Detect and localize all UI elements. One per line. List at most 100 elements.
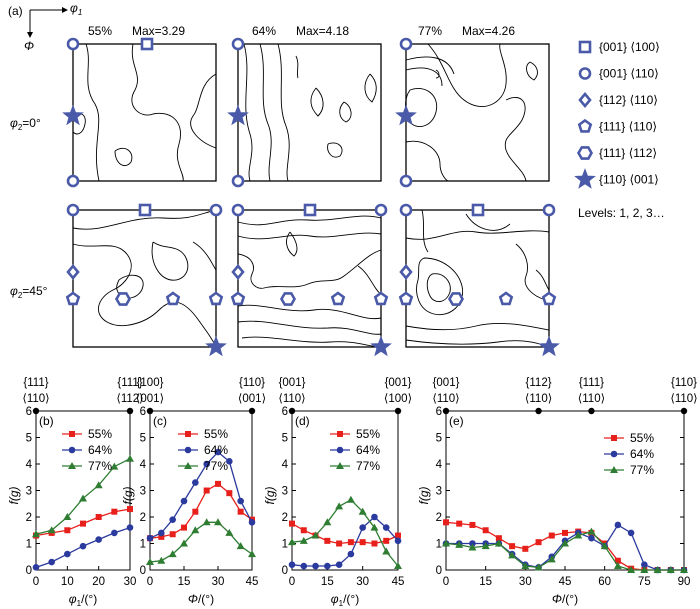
- top-label-dot: [394, 407, 402, 415]
- x-tick-label: 0: [33, 576, 39, 588]
- odf-map: [405, 43, 550, 182]
- data-point: [79, 494, 87, 502]
- legend-label: 55%: [204, 427, 228, 441]
- legend-label: 55%: [88, 427, 112, 441]
- data-point: [127, 506, 133, 513]
- panel-a-label: (a): [8, 4, 23, 18]
- contour-line: [405, 323, 550, 331]
- circle-marker-icon: [66, 174, 80, 188]
- data-point: [382, 547, 391, 555]
- contour-line: [465, 213, 511, 231]
- legend-marker: [336, 446, 344, 454]
- data-point: [237, 508, 244, 515]
- series-line-77%: [445, 530, 684, 571]
- data-point: [248, 550, 256, 558]
- square-marker-icon: [303, 203, 317, 217]
- plot-frame: [149, 410, 253, 571]
- top-label-direction: ⟨110⟩: [578, 392, 605, 405]
- x-tick-label: 10: [61, 576, 74, 588]
- contour-line: [131, 43, 184, 182]
- Phi-arrowhead: [27, 32, 33, 38]
- circle-marker-icon: [399, 37, 413, 51]
- legend-marker: [184, 446, 192, 454]
- legend-label: {001} ⟨110⟩: [599, 67, 659, 81]
- hexagon-marker-icon: [447, 292, 464, 306]
- contour-line: [243, 43, 253, 182]
- x-tick-label: 15: [178, 576, 191, 588]
- series-line-64%: [149, 451, 253, 539]
- data-point: [191, 526, 200, 534]
- data-point: [494, 539, 503, 547]
- data-point: [214, 448, 222, 456]
- data-point: [614, 557, 621, 564]
- data-point: [346, 495, 355, 503]
- star-marker-icon: [62, 104, 84, 126]
- circle-marker-icon: [231, 203, 245, 217]
- data-point: [312, 562, 319, 570]
- data-point: [562, 529, 568, 536]
- series-line-55%: [149, 483, 253, 539]
- y-tick-label: 6: [26, 406, 32, 418]
- star-marker-icon: [395, 104, 417, 126]
- data-point: [561, 539, 569, 547]
- x-tick-label: 0: [443, 576, 449, 588]
- x-tick-label: 60: [598, 576, 611, 588]
- data-point: [613, 562, 622, 570]
- square-marker-icon: [138, 203, 152, 217]
- data-point: [181, 524, 187, 531]
- data-point: [359, 539, 366, 546]
- contour-line: [405, 56, 455, 75]
- top-label-dot: [248, 407, 256, 415]
- x-tick-label: 0: [289, 576, 295, 588]
- odf-map-frame: [72, 43, 217, 182]
- circle-marker-icon: [66, 37, 80, 51]
- y-tick-label: 4: [26, 459, 33, 471]
- contour-line: [405, 140, 449, 182]
- pentagon-marker-icon: [577, 118, 593, 133]
- circle-marker-icon: [209, 203, 223, 217]
- odf-map-frame: [72, 209, 217, 348]
- contour-line: [85, 43, 100, 182]
- x-tick-label: 30: [519, 576, 532, 588]
- y-tick-label: 3: [140, 486, 146, 498]
- data-point: [300, 562, 308, 570]
- data-point: [534, 563, 543, 571]
- contour-line: [72, 209, 217, 230]
- top-label-direction: ⟨110⟩: [525, 392, 552, 405]
- y-tick-label: 3: [282, 486, 288, 498]
- odf-map: [237, 209, 382, 348]
- x-tick-label: 45: [246, 576, 259, 588]
- data-point: [32, 564, 40, 571]
- contour-line: [504, 97, 527, 182]
- contour-line: [515, 243, 547, 301]
- row2-label: φ2=45°: [10, 284, 48, 300]
- data-point: [627, 529, 635, 537]
- contour-line: [277, 43, 290, 182]
- data-point: [63, 513, 72, 520]
- data-point: [468, 543, 477, 551]
- x-tick-label: 0: [147, 576, 153, 588]
- square-marker-icon: [140, 37, 154, 51]
- legend-marker: [185, 431, 191, 437]
- x-tick-label: 20: [92, 576, 105, 588]
- diamond-marker-icon: [399, 263, 413, 281]
- data-point: [48, 558, 55, 566]
- x-tick-label: 15: [479, 576, 492, 588]
- y-tick-label: 3: [26, 486, 32, 498]
- circle-marker-icon: [231, 174, 245, 188]
- panel-label: (b): [39, 414, 54, 428]
- data-point: [548, 532, 555, 539]
- data-point: [640, 566, 649, 573]
- y-tick-label: 0: [26, 565, 32, 577]
- star-marker-icon: [574, 168, 596, 189]
- contour-line: [535, 269, 550, 291]
- top-label-direction: ⟨110⟩: [22, 392, 49, 405]
- data-point: [300, 527, 307, 534]
- data-point: [627, 566, 636, 573]
- top-label-plane: {111}: [117, 377, 142, 389]
- data-point: [653, 566, 662, 573]
- top-label-direction: ⟨001⟩: [238, 392, 266, 405]
- contour-line: [114, 147, 133, 166]
- data-point: [111, 508, 118, 515]
